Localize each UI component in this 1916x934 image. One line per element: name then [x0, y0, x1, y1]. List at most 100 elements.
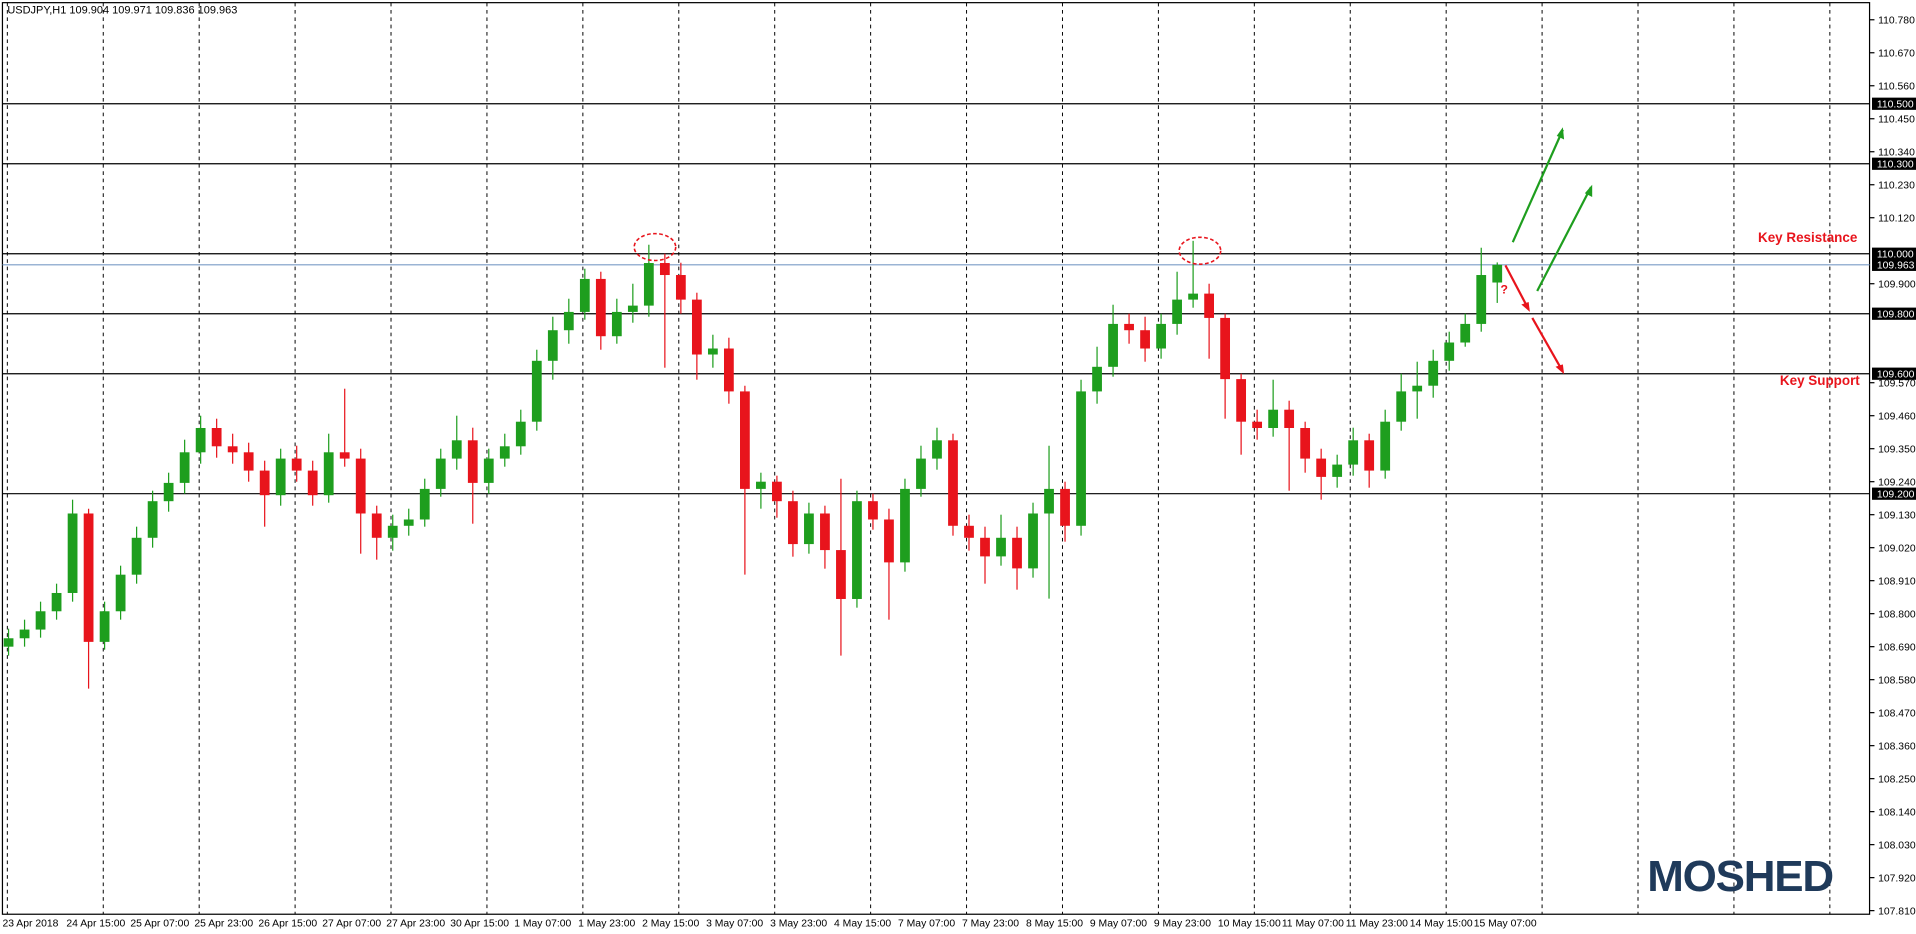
candle-body [675, 275, 686, 300]
y-tick-label: 108.470 [1878, 708, 1916, 719]
x-tick-label: 14 May 15:00 [1410, 918, 1473, 929]
y-tick-label: 109.350 [1878, 444, 1916, 455]
candle-body [788, 501, 798, 545]
y-tick-label: 109.460 [1878, 411, 1916, 422]
y-tick-label: 108.030 [1878, 840, 1916, 851]
candle-body [1108, 323, 1118, 367]
candle-body [1348, 440, 1359, 465]
y-tick-label: 108.360 [1878, 741, 1916, 752]
x-tick-label: 30 Apr 15:00 [450, 918, 509, 929]
current-price-label: 109.963 [1877, 260, 1915, 271]
y-tick-label: 109.240 [1878, 477, 1916, 488]
x-tick-label: 2 May 15:00 [642, 918, 699, 929]
candle-body [1300, 428, 1311, 459]
plot-frame [1, 2, 1871, 915]
x-tick-label: 3 May 23:00 [770, 918, 827, 929]
candle-body [756, 481, 766, 489]
y-tick-label: 110.450 [1878, 114, 1915, 125]
candles [3, 240, 1503, 689]
candle-body [291, 458, 302, 471]
candle-body [403, 519, 414, 526]
y-tick-label: 107.810 [1878, 906, 1916, 917]
x-tick-label: 1 May 23:00 [578, 918, 635, 929]
candle-body [211, 428, 222, 447]
x-tick-label: 11 May 23:00 [1346, 918, 1408, 929]
candle-body [1124, 323, 1134, 331]
candle-body [67, 513, 78, 593]
candle-body [804, 513, 814, 545]
candle-body [355, 458, 366, 514]
candle-body [387, 525, 398, 538]
candle-body [179, 452, 190, 483]
candle-body [1044, 488, 1054, 514]
candle-body [163, 482, 174, 502]
candle-body [499, 446, 510, 459]
y-tick-label: 110.780 [1878, 15, 1915, 26]
x-tick-label: 25 Apr 23:00 [194, 918, 253, 929]
candle-body [419, 488, 430, 520]
x-tick-label: 7 May 07:00 [898, 918, 955, 929]
x-tick-label: 26 Apr 15:00 [258, 918, 317, 929]
candle-body [563, 311, 574, 331]
y-tick-label: 109.130 [1878, 510, 1916, 521]
arrow-head [1556, 127, 1565, 140]
symbol-header: USDJPY,H1 109.904 109.971 109.836 109.96… [7, 5, 237, 17]
x-tick-label: 27 Apr 07:00 [322, 918, 381, 929]
level-label: 110.300 [1877, 159, 1914, 170]
candle-body [1156, 323, 1166, 349]
arrow-down [1531, 317, 1564, 373]
candle-body [115, 574, 126, 612]
candle-body [1140, 330, 1150, 349]
y-tick-label: 108.250 [1878, 774, 1916, 785]
candle-body [948, 440, 958, 526]
candle-body [1492, 264, 1503, 283]
candle-body [1204, 293, 1214, 318]
candle-body [996, 537, 1006, 557]
candle-body [435, 458, 446, 489]
x-tick-label: 25 Apr 07:00 [130, 918, 189, 929]
y-tick-label: 110.340 [1878, 147, 1915, 158]
candle-body [99, 611, 110, 642]
candle-body [611, 311, 622, 337]
candle-body [932, 440, 942, 459]
candle-body [900, 488, 910, 563]
level-label: 110.500 [1877, 99, 1914, 110]
candle-body [147, 501, 158, 538]
peak-circle [1178, 236, 1222, 265]
x-tick-label: 10 May 15:00 [1218, 918, 1281, 929]
x-tick-label: 9 May 07:00 [1090, 918, 1147, 929]
y-tick-label: 108.800 [1878, 609, 1916, 620]
candle-body [51, 592, 62, 612]
y-tick-label: 110.670 [1878, 48, 1915, 59]
x-tick-label: 7 May 23:00 [962, 918, 1019, 929]
arrow-up [1511, 129, 1564, 243]
brand-logo: MOSHED [1647, 852, 1833, 901]
candle-body [1188, 293, 1198, 300]
candle-body [19, 629, 30, 639]
y-tick-label: 108.580 [1878, 675, 1916, 686]
candle-body [1332, 464, 1343, 477]
candle-body [643, 263, 654, 306]
candle-body [1252, 421, 1263, 429]
candle-body [275, 458, 286, 496]
candle-body [131, 537, 142, 575]
candle-body [1076, 391, 1086, 526]
y-tick-label: 109.900 [1878, 279, 1916, 290]
y-tick-label: 110.120 [1878, 213, 1915, 224]
candle-body [1460, 323, 1471, 343]
question-mark: ? [1501, 282, 1508, 296]
level-label: 109.800 [1877, 309, 1915, 320]
level-label-bg [1872, 487, 1916, 500]
candle-body [1364, 440, 1375, 471]
candle-body [595, 278, 606, 337]
candle-body [980, 537, 990, 557]
level-label-bg [1872, 307, 1916, 320]
candle-body [339, 452, 350, 459]
candle-body [740, 391, 750, 489]
candle-body [243, 452, 254, 471]
arrow-up [1536, 186, 1592, 292]
y-tick-label: 107.920 [1878, 873, 1916, 884]
candle-body [707, 348, 718, 355]
